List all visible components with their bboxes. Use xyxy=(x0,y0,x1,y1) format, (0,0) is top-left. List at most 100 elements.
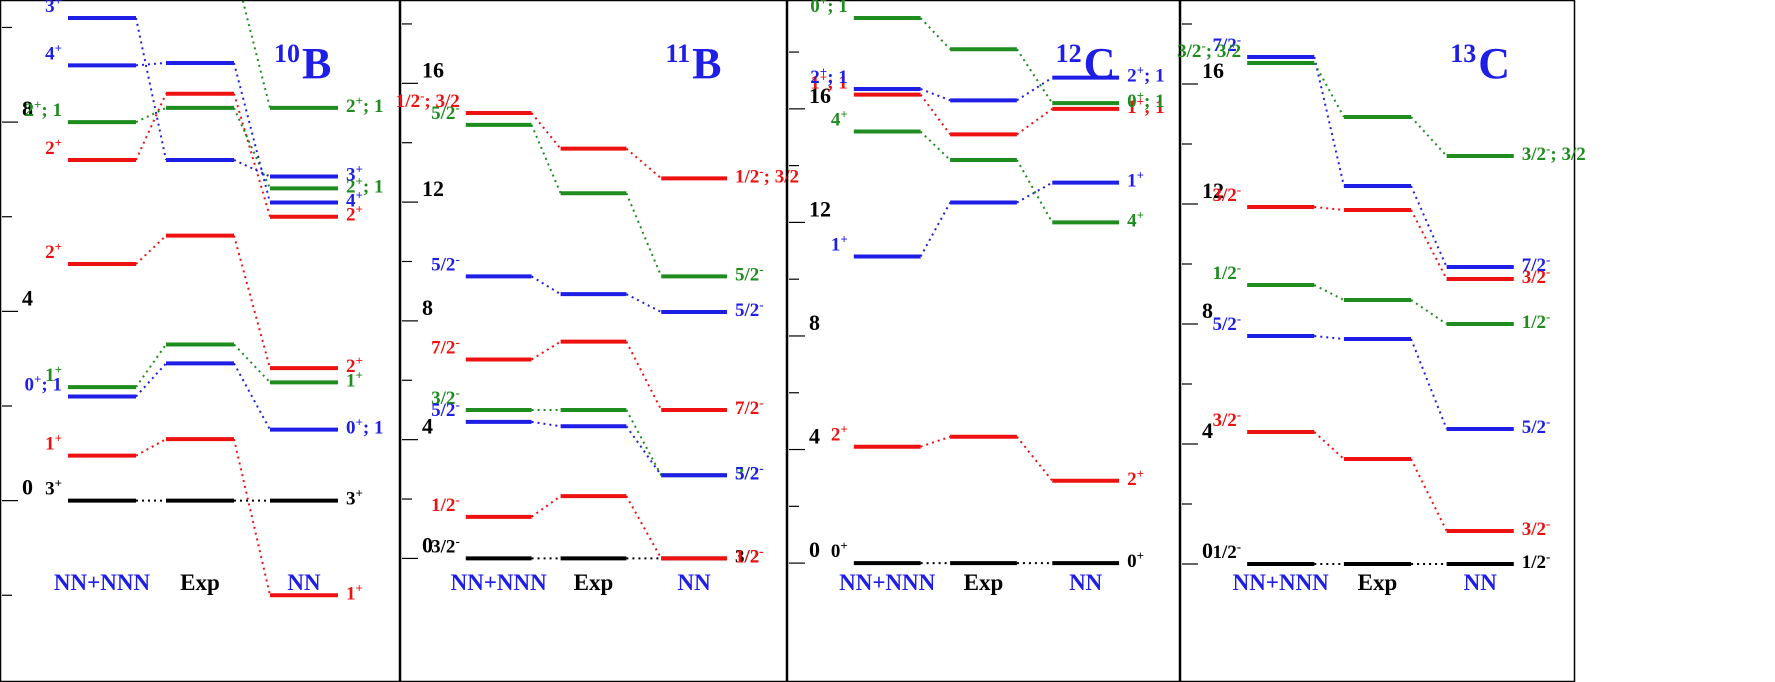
y-tick-label: 16 xyxy=(809,83,831,108)
level-label-right: 3/2- xyxy=(1522,516,1551,541)
level-connector xyxy=(531,275,562,296)
y-tick-label: 4 xyxy=(22,285,33,310)
nucleus-mass: 12 xyxy=(1056,39,1082,68)
y-tick-label: 8 xyxy=(1202,298,1213,323)
level-connector xyxy=(241,0,271,109)
level-connector xyxy=(530,112,562,150)
level-connector xyxy=(1410,299,1448,325)
level-connector xyxy=(1314,206,1345,211)
column-title: Exp xyxy=(964,570,1004,595)
y-tick-label: 12 xyxy=(422,176,444,201)
column-title: NN xyxy=(678,570,712,595)
level-connector xyxy=(1410,338,1448,430)
level-connector xyxy=(1016,76,1053,102)
level-connector xyxy=(1016,436,1054,482)
level-connector xyxy=(920,435,951,448)
level-connector xyxy=(919,17,951,50)
y-tick-label: 16 xyxy=(1202,58,1224,83)
level-label-right: 5/2- xyxy=(735,460,764,485)
level-label-left: 5/2- xyxy=(431,99,460,124)
level-connector xyxy=(625,192,663,277)
level-connector xyxy=(233,362,271,431)
level-connector xyxy=(1410,458,1448,532)
y-tick-label: 0 xyxy=(22,475,33,500)
level-connector xyxy=(530,495,562,518)
level-label-right: 3+ xyxy=(346,161,363,186)
level-connector xyxy=(135,93,167,161)
y-tick-label: 0 xyxy=(809,537,820,562)
level-label-left: 2+; 1 xyxy=(810,63,848,88)
level-label-left: 3/2- xyxy=(1213,182,1242,207)
level-connector xyxy=(135,61,167,67)
y-tick-label: 8 xyxy=(22,96,33,121)
nucleus-symbol: B xyxy=(692,39,721,88)
level-label-left: 1/2- xyxy=(431,491,460,516)
level-connector xyxy=(625,409,663,476)
level-label-left: 3/2-; 3/2 xyxy=(1177,38,1241,63)
level-connector xyxy=(135,438,167,457)
nucleus-mass: 11 xyxy=(666,39,691,68)
level-connector xyxy=(625,495,663,559)
y-tick-label: 16 xyxy=(422,57,444,82)
column-title: Exp xyxy=(1358,570,1398,595)
level-label-right: 3/2- xyxy=(1522,264,1551,289)
level-connector xyxy=(135,106,167,124)
level-connector xyxy=(1313,56,1345,187)
level-label-left: 1/2-; 3/2 xyxy=(396,88,460,113)
y-tick-label: 0 xyxy=(1202,538,1213,563)
level-label-left: 3/2- xyxy=(431,533,460,558)
level-label-left: 4+ xyxy=(45,40,62,65)
level-label-left: 0+; 1 xyxy=(810,0,848,17)
y-tick-label: 12 xyxy=(809,196,831,221)
level-label-left: 0+; 1 xyxy=(25,371,63,396)
level-connector xyxy=(233,93,271,218)
level-connector xyxy=(531,420,561,428)
level-connector xyxy=(530,124,562,194)
column-title: NN+NNN xyxy=(839,570,936,595)
level-label-left: 3/2- xyxy=(431,384,460,409)
level-label-right: 2+; 1 xyxy=(1127,62,1165,87)
level-label-right: 2+; 1 xyxy=(346,92,384,117)
level-label-right: 0+; 1 xyxy=(346,414,384,439)
nucleus-symbol: C xyxy=(1084,39,1116,88)
level-connector xyxy=(919,94,951,135)
level-label-right: 4+ xyxy=(1127,207,1144,232)
level-label-right: 3/2- xyxy=(735,460,764,485)
level-connector xyxy=(233,159,271,178)
column-title: NN xyxy=(1069,570,1103,595)
level-label-left: 3+ xyxy=(45,0,62,17)
level-connector xyxy=(625,425,663,476)
level-connector xyxy=(1016,159,1054,223)
nucleus-mass: 10 xyxy=(274,39,300,68)
level-label-right: 5/2- xyxy=(735,296,764,321)
nucleus-mass: 13 xyxy=(1450,39,1476,68)
level-label-right: 1+ xyxy=(346,367,363,392)
level-label-right: 7/2- xyxy=(1522,252,1551,277)
column-title: NN xyxy=(1464,570,1498,595)
level-label-left: 7/2- xyxy=(1213,32,1242,57)
level-label-right: 7/2- xyxy=(735,394,764,419)
y-tick-label: 0 xyxy=(422,532,433,557)
level-label-right: 1+ xyxy=(346,580,363,605)
level-connector xyxy=(135,362,167,398)
level-connector xyxy=(135,343,167,388)
column-title: NN+NNN xyxy=(1233,570,1330,595)
level-label-right: 5/2- xyxy=(1522,414,1551,439)
level-label-right: 1/2- xyxy=(1522,309,1551,334)
level-label-right: 1+; 1 xyxy=(1127,93,1165,118)
level-label-left: 3/2- xyxy=(1213,407,1242,432)
column-title: Exp xyxy=(574,570,614,595)
level-connector xyxy=(1016,48,1054,104)
level-connector xyxy=(135,17,167,161)
level-connector xyxy=(1410,209,1448,280)
level-connector xyxy=(919,202,951,257)
level-label-left: 3+ xyxy=(45,475,62,500)
y-tick-label: 8 xyxy=(422,295,433,320)
column-title: NN xyxy=(287,570,321,595)
level-connector xyxy=(1313,62,1345,118)
y-tick-label: 4 xyxy=(422,414,433,439)
y-tick-label: 8 xyxy=(809,310,820,335)
level-connector xyxy=(233,235,271,369)
level-label-right: 0+; 1 xyxy=(1127,88,1165,113)
